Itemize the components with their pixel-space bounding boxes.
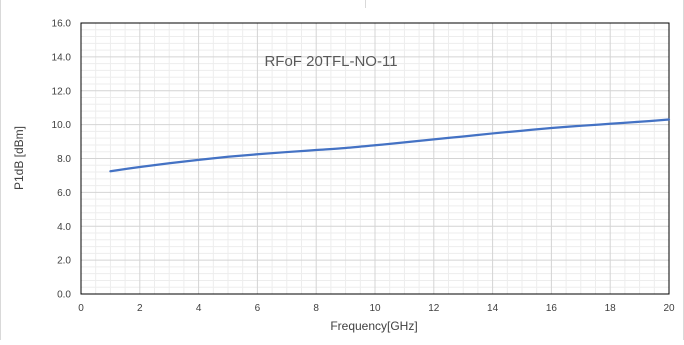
x-tick-label: 16: [546, 303, 558, 314]
x-tick-label: 20: [663, 303, 675, 314]
x-tick-label: 4: [196, 303, 202, 314]
chart-title: RFoF 20TFL-NO-11: [264, 53, 397, 70]
y-tick-label: 12.0: [52, 86, 72, 97]
y-tick-label: 4.0: [57, 222, 71, 233]
y-tick-label: 16.0: [52, 19, 72, 30]
y-tick-label: 0.0: [57, 290, 71, 301]
y-tick-label: 14.0: [52, 52, 72, 63]
x-axis-label: Frequency[GHz]: [330, 319, 417, 333]
spreadsheet-cell-border: [1, 0, 366, 8]
x-tick-label: 10: [369, 303, 381, 314]
x-tick-label: 12: [428, 303, 440, 314]
y-tick-label: 10.0: [52, 120, 72, 131]
y-tick-label: 6.0: [57, 188, 71, 199]
y-tick-label: 8.0: [57, 154, 71, 165]
x-tick-label: 14: [487, 303, 499, 314]
y-tick-label: 2.0: [57, 256, 71, 267]
y-axis-tick-labels: 0.0 2.0 4.0 6.0 8.0 10.0 12.0 14.0 16.0: [52, 19, 72, 301]
x-axis-tick-labels: 0 2 4 6 8 10 12 14 16 18 20: [78, 303, 675, 314]
y-axis-label: P1dB [dBm]: [12, 126, 26, 190]
x-tick-label: 8: [313, 303, 319, 314]
x-tick-label: 6: [255, 303, 261, 314]
x-tick-label: 18: [605, 303, 617, 314]
x-tick-label: 2: [137, 303, 143, 314]
x-tick-label: 0: [78, 303, 84, 314]
